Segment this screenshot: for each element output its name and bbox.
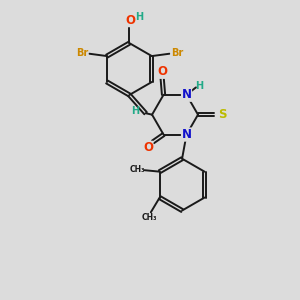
Text: H: H — [131, 106, 139, 116]
Text: N: N — [182, 88, 191, 101]
Text: O: O — [157, 65, 167, 78]
Text: O: O — [126, 14, 136, 27]
Text: H: H — [195, 81, 203, 91]
Text: Br: Br — [76, 48, 88, 58]
Text: N: N — [182, 128, 191, 141]
Text: O: O — [143, 141, 153, 154]
Text: Br: Br — [171, 48, 183, 58]
Text: CH₃: CH₃ — [130, 165, 145, 174]
Text: CH₃: CH₃ — [142, 213, 157, 222]
Text: S: S — [218, 108, 227, 121]
Text: H: H — [135, 12, 143, 22]
